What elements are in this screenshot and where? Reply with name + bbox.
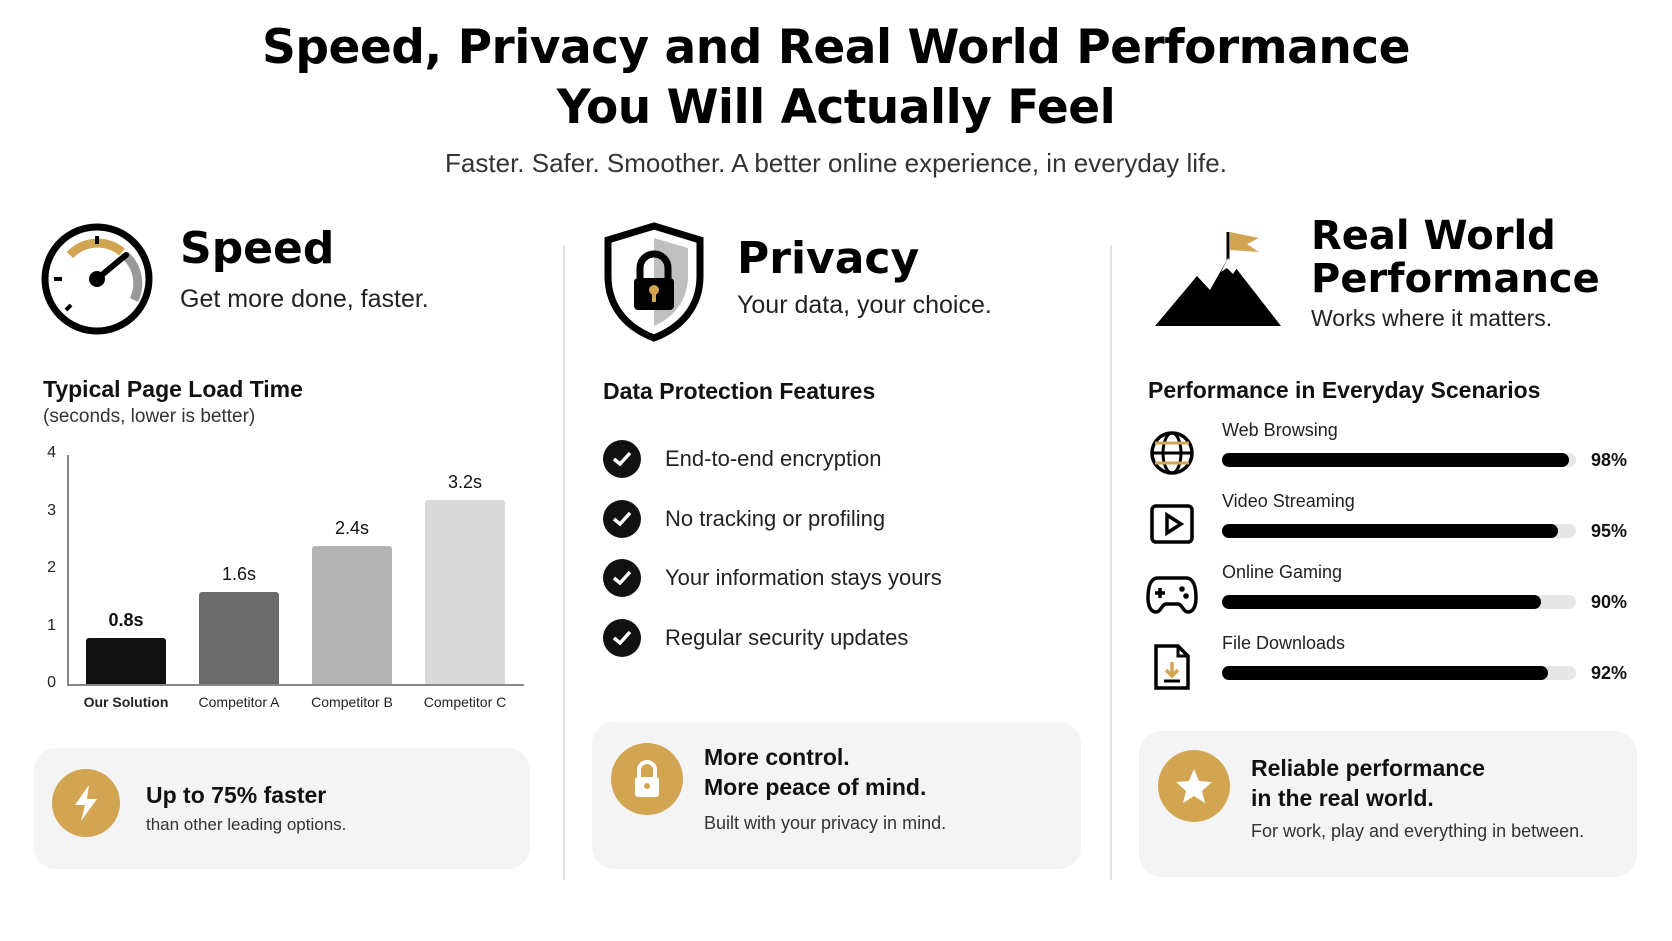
feature-label: Regular security updates (665, 625, 909, 650)
scenario-percent: 92% (1591, 663, 1628, 683)
bar-value-label: 2.4s (334, 518, 370, 538)
performance-card-line2: in the real world. (1251, 785, 1434, 811)
progress-track (1222, 453, 1576, 467)
chart-bar (199, 592, 279, 684)
privacy-tagline: Your data, your choice. (737, 291, 992, 319)
privacy-card: More control. More peace of mind. Built … (592, 722, 1081, 869)
x-category-label: Competitor A (198, 694, 280, 710)
checkmark-icon (603, 500, 641, 538)
speed-card-text: than other leading options. (146, 815, 347, 834)
scenario-label: File Downloads (1222, 633, 1346, 653)
speed-heading: Speed (180, 223, 335, 274)
title-line-2: You Will Actually Feel (556, 80, 1116, 135)
globe-icon (1148, 429, 1196, 482)
x-category-label: Competitor C (423, 694, 507, 710)
feature-item: Your information stays yours (603, 558, 942, 598)
padlock-icon (611, 743, 683, 815)
scenario-label: Online Gaming (1222, 562, 1343, 582)
chart-bar (312, 546, 392, 684)
privacy-card-text: Built with your privacy in mind. (704, 813, 947, 833)
progress-fill (1222, 595, 1541, 609)
feature-label: Your information stays yours (665, 565, 942, 590)
performance-card-line1: Reliable performance (1251, 755, 1485, 781)
performance-tagline: Works where it matters. (1311, 305, 1553, 331)
performance-heading-line1: Real World (1311, 213, 1556, 259)
progress-track (1222, 524, 1576, 538)
feature-item: Regular security updates (603, 618, 908, 658)
gamepad-icon (1146, 572, 1198, 621)
progress-track (1222, 595, 1576, 609)
play-icon (1148, 500, 1196, 553)
speedometer-icon (40, 222, 154, 341)
x-axis-line (67, 684, 524, 686)
feature-label: No tracking or profiling (665, 506, 886, 531)
progress-track (1222, 666, 1576, 680)
page-subtitle: Faster. Safer. Smoother. A better online… (445, 148, 1227, 178)
privacy-section-title: Data Protection Features (603, 378, 876, 404)
speed-tagline: Get more done, faster. (180, 285, 429, 313)
chart-bar (425, 500, 505, 684)
scenario-label: Web Browsing (1222, 420, 1338, 440)
bar-value-label: 3.2s (447, 472, 483, 492)
performance-section-title: Performance in Everyday Scenarios (1148, 377, 1541, 403)
checkmark-icon (603, 619, 641, 657)
scenario-percent: 90% (1591, 592, 1628, 612)
x-category-label: Competitor B (311, 694, 393, 710)
checkmark-icon (603, 440, 641, 478)
progress-fill (1222, 524, 1559, 538)
feature-label: End-to-end encryption (665, 446, 882, 471)
page-title: Speed, Privacy and Real World Performanc… (0, 18, 1672, 138)
scenario-percent: 98% (1591, 450, 1628, 470)
chart-bar (86, 638, 166, 684)
progress-fill (1222, 453, 1569, 467)
column-divider-left (563, 245, 565, 880)
performance-heading-line2: Performance (1311, 256, 1600, 302)
star-icon (1158, 750, 1230, 822)
y-axis-line (67, 455, 69, 685)
y-tick-label: 3 (47, 501, 56, 519)
speed-card: Up to 75% faster than other leading opti… (34, 748, 530, 869)
y-tick-label: 1 (47, 616, 56, 634)
privacy-card-line2: More peace of mind. (704, 774, 927, 800)
mountain-flag-icon (1155, 228, 1285, 333)
privacy-heading: Privacy (737, 233, 920, 284)
shield-lock-icon (602, 222, 706, 347)
feature-item: No tracking or profiling (603, 499, 885, 539)
lightning-icon (52, 769, 120, 837)
bar-value-label: 1.6s (221, 564, 257, 584)
performance-card-text: For work, play and everything in between… (1251, 821, 1585, 841)
privacy-card-line1: More control. (704, 744, 850, 770)
title-line-1: Speed, Privacy and Real World Performanc… (261, 20, 1411, 75)
y-tick-label: 0 (47, 674, 56, 691)
y-tick-label: 4 (47, 444, 56, 461)
download-file-icon (1150, 642, 1194, 697)
performance-card: Reliable performance in the real world. … (1139, 731, 1637, 877)
bar-value-label: 0.8s (108, 610, 144, 630)
chart-title: Typical Page Load Time (43, 376, 303, 402)
x-category-label: Our Solution (83, 694, 169, 710)
checkmark-icon (603, 559, 641, 597)
scenario-percent: 95% (1591, 521, 1628, 541)
speed-card-headline: Up to 75% faster (146, 782, 327, 808)
progress-fill (1222, 666, 1548, 680)
chart-subtitle: (seconds, lower is better) (43, 406, 256, 427)
scenario-label: Video Streaming (1222, 491, 1355, 511)
performance-heading: Real World Performance (1311, 215, 1600, 301)
feature-item: End-to-end encryption (603, 439, 881, 479)
y-tick-label: 2 (47, 559, 56, 576)
column-divider-right (1110, 245, 1112, 880)
